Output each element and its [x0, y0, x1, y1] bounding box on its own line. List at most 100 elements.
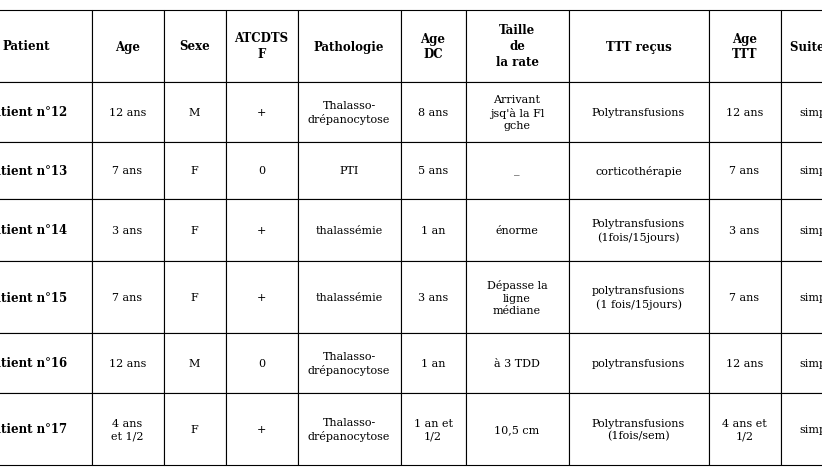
Text: Arrivant
jsq'à la Fl
gche: Arrivant jsq'à la Fl gche [490, 95, 544, 131]
Bar [400, 199, 465, 261]
Text: énorme: énorme [496, 226, 538, 236]
Bar [91, 143, 164, 199]
Text: Patient n°12: Patient n°12 [0, 106, 67, 119]
Text: F: F [191, 226, 198, 236]
Bar [465, 83, 569, 143]
Text: Taille
de
la rate: Taille de la rate [496, 24, 538, 69]
Bar [781, 393, 822, 465]
Bar [225, 261, 298, 333]
Bar [0, 11, 91, 83]
Bar [569, 393, 709, 465]
Bar [781, 83, 822, 143]
Bar [0, 199, 91, 261]
Bar [465, 333, 569, 393]
Text: PTI: PTI [339, 166, 358, 176]
Bar [91, 393, 164, 465]
Text: 12 ans: 12 ans [109, 358, 146, 368]
Bar [709, 83, 781, 143]
Bar [225, 143, 298, 199]
Text: Thalasso-
drépanocytose: Thalasso- drépanocytose [307, 101, 390, 125]
Bar [91, 333, 164, 393]
Text: Thalasso-
drépanocytose: Thalasso- drépanocytose [307, 351, 390, 375]
Text: 7 ans: 7 ans [113, 166, 142, 176]
Text: polytransfusions
(1 fois/15jours): polytransfusions (1 fois/15jours) [592, 286, 686, 309]
Text: F: F [191, 424, 198, 434]
Bar [91, 261, 164, 333]
Bar [709, 199, 781, 261]
Bar [0, 261, 91, 333]
Text: simples: simples [799, 166, 822, 176]
Text: 8 ans: 8 ans [418, 108, 448, 118]
Bar [709, 261, 781, 333]
Text: +: + [256, 226, 266, 236]
Text: 7 ans: 7 ans [729, 166, 760, 176]
Text: simples: simples [799, 292, 822, 302]
Text: Pathologie: Pathologie [314, 40, 384, 53]
Bar [91, 199, 164, 261]
Text: +: + [256, 292, 266, 302]
Bar [709, 11, 781, 83]
Text: polytransfusions: polytransfusions [592, 358, 686, 368]
Text: Patient n°13: Patient n°13 [0, 165, 67, 178]
Bar [164, 83, 225, 143]
Bar [400, 393, 465, 465]
Bar [400, 333, 465, 393]
Text: simples: simples [799, 358, 822, 368]
Bar [400, 11, 465, 83]
Bar [569, 83, 709, 143]
Text: 4 ans
et 1/2: 4 ans et 1/2 [111, 418, 144, 440]
Text: 1 an: 1 an [421, 226, 446, 236]
Bar [225, 393, 298, 465]
Bar [465, 199, 569, 261]
Bar [781, 261, 822, 333]
Bar [298, 143, 400, 199]
Text: 0: 0 [258, 166, 265, 176]
Text: 4 ans et
1/2: 4 ans et 1/2 [722, 418, 767, 440]
Text: 3 ans: 3 ans [113, 226, 143, 236]
Text: 7 ans: 7 ans [729, 292, 760, 302]
Bar [781, 11, 822, 83]
Bar [298, 261, 400, 333]
Bar [465, 11, 569, 83]
Text: 1 an et
1/2: 1 an et 1/2 [413, 418, 452, 440]
Text: Polytransfusions: Polytransfusions [592, 108, 685, 118]
Bar [0, 333, 91, 393]
Bar [164, 333, 225, 393]
Bar [298, 199, 400, 261]
Text: 12 ans: 12 ans [109, 108, 146, 118]
Text: 3 ans: 3 ans [418, 292, 448, 302]
Bar [400, 143, 465, 199]
Bar [465, 143, 569, 199]
Bar [164, 143, 225, 199]
Text: F: F [191, 166, 198, 176]
Text: 3 ans: 3 ans [729, 226, 760, 236]
Text: simples: simples [799, 108, 822, 118]
Bar [0, 143, 91, 199]
Text: M: M [189, 358, 201, 368]
Text: Age
TTT: Age TTT [732, 32, 757, 61]
Text: 12 ans: 12 ans [726, 358, 763, 368]
Bar [781, 333, 822, 393]
Bar [569, 199, 709, 261]
Bar [709, 143, 781, 199]
Bar [91, 83, 164, 143]
Text: 5 ans: 5 ans [418, 166, 448, 176]
Text: ATCDTS
F: ATCDTS F [234, 32, 289, 61]
Text: simples: simples [799, 226, 822, 236]
Text: corticothérapie: corticothérapie [595, 166, 682, 177]
Bar [569, 11, 709, 83]
Text: _: _ [515, 166, 520, 176]
Text: Patient: Patient [2, 40, 50, 53]
Bar [781, 199, 822, 261]
Text: Age: Age [115, 40, 140, 53]
Bar [164, 199, 225, 261]
Text: Patient n°15: Patient n°15 [0, 291, 67, 304]
Bar [569, 333, 709, 393]
Bar [164, 11, 225, 83]
Bar [0, 393, 91, 465]
Text: simples: simples [799, 424, 822, 434]
Bar [569, 261, 709, 333]
Bar [781, 143, 822, 199]
Text: Patient n°16: Patient n°16 [0, 357, 67, 370]
Text: Polytransfusions
(1fois/15jours): Polytransfusions (1fois/15jours) [592, 219, 685, 242]
